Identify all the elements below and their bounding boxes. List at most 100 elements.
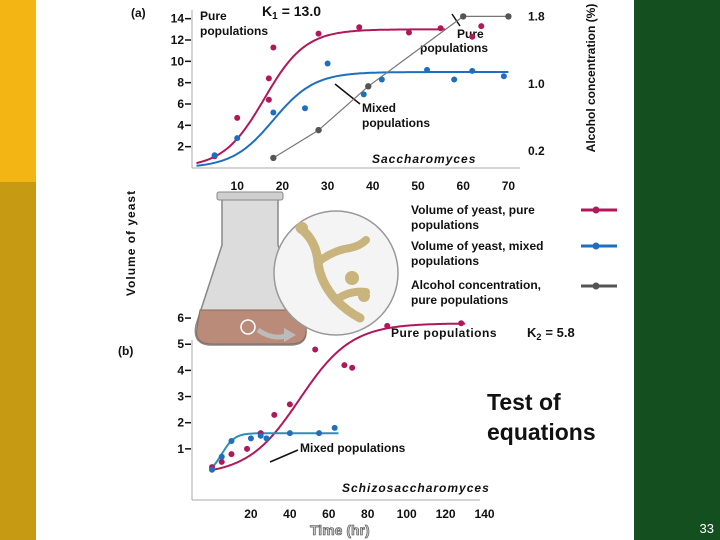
chart-b-mixed-point bbox=[257, 432, 264, 439]
test-of-equations-line1: Test of bbox=[487, 389, 561, 415]
chart-a-pure-point bbox=[265, 75, 272, 82]
yeast-hypha-2 bbox=[314, 236, 370, 266]
chart-b-pure-point bbox=[244, 445, 251, 452]
left-gold-bar bbox=[0, 182, 36, 540]
chart-a-points bbox=[211, 13, 512, 162]
chart-b-pure-point bbox=[271, 411, 278, 418]
chart-b-pure-point bbox=[384, 322, 391, 329]
chart-b-mixed-point bbox=[218, 453, 225, 460]
zoom-arrow bbox=[256, 327, 287, 340]
pure-populations-left-label: Pure bbox=[200, 9, 227, 23]
chart-b-title: Schizosaccharomyces bbox=[342, 481, 490, 495]
legend-item-1-label-2: populations bbox=[411, 218, 479, 232]
chart-b-pure-point bbox=[218, 458, 225, 465]
chart-a-mixed-point bbox=[211, 152, 218, 159]
chart-a-mixed-point bbox=[451, 76, 458, 83]
chart-b-xtick-label: 40 bbox=[283, 507, 297, 521]
slide-number: 33 bbox=[699, 521, 714, 536]
chart-b-points bbox=[209, 320, 465, 473]
chart-b-xtick-label: 140 bbox=[475, 507, 495, 521]
microscope-view bbox=[273, 210, 399, 336]
chart-b-fit-pure bbox=[211, 322, 466, 471]
chart-b-pure-point bbox=[349, 364, 356, 371]
chart-a-ytick-label: 12 bbox=[171, 33, 185, 47]
pure-right-pointer bbox=[451, 13, 461, 27]
zoom-arrowhead bbox=[284, 328, 296, 342]
mixed-populations-label-a-2: populations bbox=[362, 116, 430, 130]
mixed-populations-label-a: Mixed bbox=[362, 101, 396, 115]
chart-b-pure-point bbox=[458, 320, 465, 327]
chart-a-xtick-label: 40 bbox=[366, 179, 380, 193]
chart-a-x-ticks: 10 20 30 40 50 60 70 bbox=[231, 179, 516, 193]
mixed-populations-label-b: Mixed populations bbox=[300, 441, 406, 455]
volume-of-yeast-axis-label: Volume of yeast bbox=[124, 190, 138, 296]
chart-a-y2tick-label: 0.2 bbox=[528, 144, 545, 158]
chart-b-ytick-label: 3 bbox=[177, 390, 184, 404]
chart-b-pure-point bbox=[286, 401, 293, 408]
chart-a-alcohol-point bbox=[505, 13, 512, 20]
chart-a-ytick-label: 6 bbox=[177, 97, 184, 111]
chart-b-xtick-label: 80 bbox=[361, 507, 375, 521]
chart-b-mixed-point bbox=[263, 435, 270, 442]
chart-a-ytick-label: 10 bbox=[171, 54, 185, 68]
flask-sample-circle bbox=[240, 319, 256, 335]
chart-a-fit-pure bbox=[196, 28, 446, 165]
yeast-bud-2 bbox=[358, 290, 370, 302]
legend-item-1-label: Volume of yeast, pure bbox=[411, 203, 535, 217]
legend-item-3-label: Alcohol concentration, bbox=[411, 278, 541, 292]
chart-a-xtick-label: 30 bbox=[321, 179, 335, 193]
chart-a-pure-point bbox=[437, 25, 444, 32]
chart-a-ytick-label: 14 bbox=[171, 12, 185, 26]
legend-marker-pure bbox=[592, 206, 600, 214]
chart-a-xtick-label: 20 bbox=[276, 179, 290, 193]
chart-b-xtick-label: 60 bbox=[322, 507, 336, 521]
chart-b-mixed-point bbox=[331, 424, 338, 431]
yeast-bud-1 bbox=[345, 271, 359, 285]
chart-b-pure-point bbox=[341, 362, 348, 369]
chart-a-alcohol-point bbox=[270, 154, 277, 162]
legend-marker-mixed bbox=[592, 242, 600, 250]
chart-a-alcohol-point bbox=[315, 126, 322, 134]
legend-marker-alcohol bbox=[592, 282, 600, 290]
chart-b-xlabel: Time (hr) bbox=[310, 522, 370, 538]
chart-a-mixed-point bbox=[360, 91, 367, 98]
chart-b-mixed-point bbox=[316, 430, 323, 437]
chart-a-fit-mixed bbox=[196, 71, 509, 167]
chart-a-mixed-point bbox=[324, 60, 331, 67]
chart-a-pure-point bbox=[265, 96, 272, 103]
chart-a-mixed-point bbox=[469, 67, 476, 74]
chart-a-mixed-point bbox=[270, 109, 277, 116]
chart-b-xtick-label: 20 bbox=[244, 507, 258, 521]
chart-a-ytick-label: 8 bbox=[177, 76, 184, 90]
chart-a-pure-point bbox=[356, 24, 363, 31]
pure-populations-left-label-2: populations bbox=[200, 24, 268, 38]
chart-b-mixed-point bbox=[286, 430, 293, 437]
chart-b-mixed-point bbox=[228, 438, 235, 444]
test-of-equations-line2: equations bbox=[487, 419, 596, 445]
chart-b-ytick-label: 1 bbox=[177, 442, 184, 456]
panel-b-label: (b) bbox=[118, 344, 133, 358]
chart-b-y-ticks: 1 2 3 4 5 6 bbox=[177, 311, 191, 456]
chart-b-ytick-label: 5 bbox=[177, 337, 184, 351]
chart-b-ytick-label: 6 bbox=[177, 311, 184, 325]
chart-a-pure-point bbox=[270, 44, 277, 51]
yeast-hypha-1 bbox=[295, 223, 365, 323]
chart-b-mixed-point bbox=[209, 466, 215, 473]
legend-item-2-label: Volume of yeast, mixed bbox=[411, 239, 544, 253]
k2-label: K2 = 5.8 bbox=[527, 325, 575, 342]
chart-a-title: Saccharomyces bbox=[372, 152, 476, 166]
yeast-cell-illustration bbox=[273, 210, 399, 336]
panel-a-label: (a) bbox=[131, 6, 146, 20]
chart-b-mixed-point bbox=[247, 435, 254, 442]
pure-populations-right-label-2: populations bbox=[420, 41, 488, 55]
chart-a-pure-point bbox=[469, 33, 476, 40]
left-yellow-bar bbox=[0, 0, 36, 182]
chart-b-pure-point bbox=[228, 451, 235, 458]
chart-a-xtick-label: 10 bbox=[231, 179, 245, 193]
chart-b-ytick-label: 2 bbox=[177, 416, 184, 430]
chart-b-xtick-label: 120 bbox=[436, 507, 456, 521]
chart-b-ytick-label: 4 bbox=[177, 363, 184, 377]
chart-a-y2tick-label: 1.8 bbox=[528, 9, 545, 23]
legend: Volume of yeast, pure populations Volume… bbox=[411, 203, 617, 307]
